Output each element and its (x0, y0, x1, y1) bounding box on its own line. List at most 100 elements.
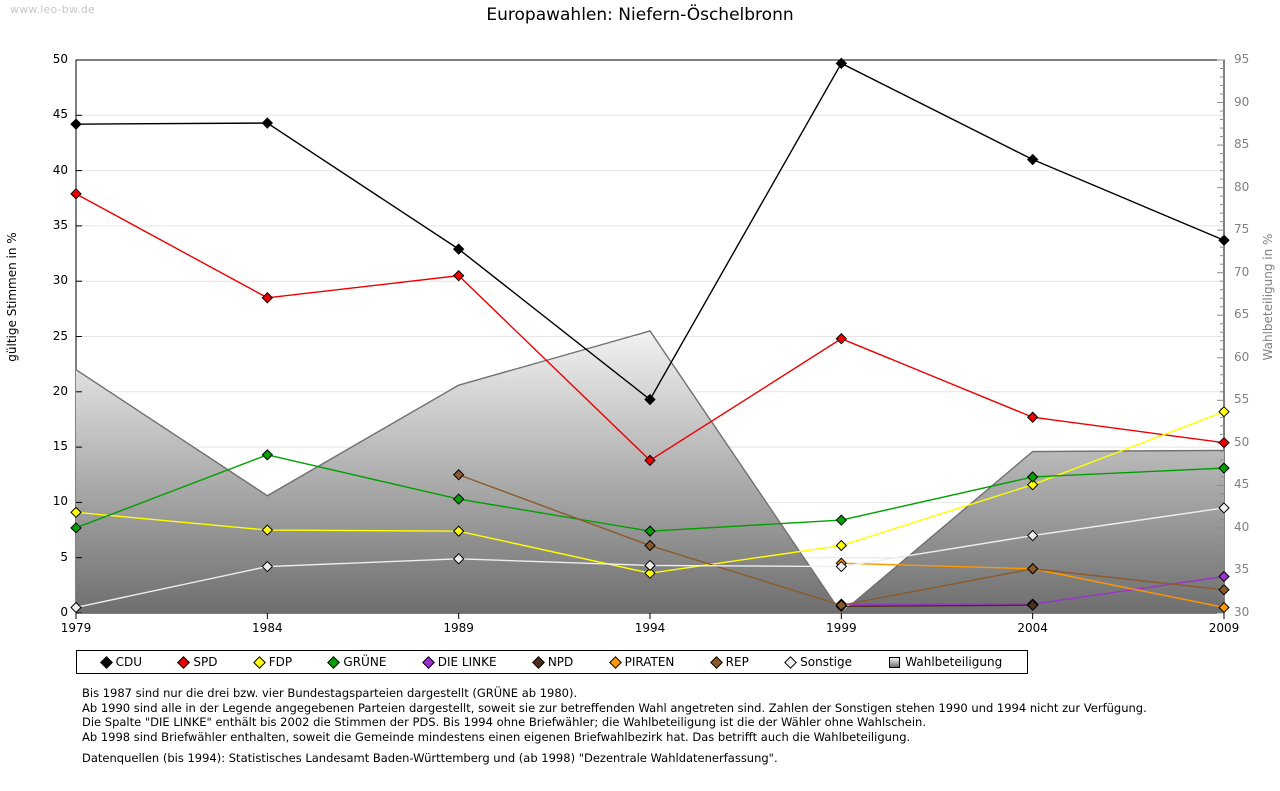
data-point[interactable] (70, 522, 82, 534)
data-point[interactable] (644, 525, 656, 537)
series-rep (452, 469, 1230, 611)
series-cdu (70, 57, 1230, 406)
data-point[interactable] (644, 567, 656, 579)
legend-item-cdu[interactable]: CDU (99, 655, 143, 669)
footnotes: Bis 1987 sind nur die drei bzw. vier Bun… (82, 686, 1147, 744)
data-point[interactable] (1026, 529, 1039, 542)
data-point[interactable] (1026, 411, 1039, 423)
legend-item-label: Sonstige (800, 655, 852, 669)
footnote-line: Ab 1998 sind Briefwähler enthalten, sowe… (82, 729, 911, 744)
y-axis-left-tick-label: 25 (52, 328, 68, 343)
legend-item-grüne[interactable]: GRÜNE (327, 655, 387, 669)
data-point[interactable] (835, 560, 848, 573)
y-axis-right-tick-label: 90 (1234, 94, 1250, 109)
legend-diamond-icon (99, 655, 113, 669)
y-axis-right-tick-label: 55 (1234, 392, 1250, 407)
legend-diamond-icon (784, 655, 797, 669)
y-axis-left-tick-label: 40 (52, 162, 68, 177)
legend-item-die-linke[interactable]: DIE LINKE (421, 655, 497, 669)
y-axis-right-tick-label: 40 (1234, 519, 1250, 534)
legend-item-label: REP (725, 655, 749, 669)
data-point[interactable] (644, 559, 656, 572)
legend-item-label: GRÜNE (343, 655, 387, 669)
x-axis-tick-label: 1979 (60, 621, 92, 635)
data-point[interactable] (1218, 462, 1230, 474)
data-point[interactable] (1218, 406, 1230, 418)
data-point[interactable] (452, 243, 465, 255)
x-axis-tick-label: 2009 (1208, 621, 1240, 635)
data-point[interactable] (644, 454, 656, 467)
data-point[interactable] (452, 469, 465, 481)
legend-item-fdp[interactable]: FDP (252, 655, 293, 669)
data-point[interactable] (70, 118, 82, 130)
data-point[interactable] (70, 506, 82, 519)
y-axis-left-tick-label: 0 (60, 605, 68, 619)
data-point[interactable] (1026, 153, 1039, 166)
x-axis-tick-label: 1994 (634, 621, 666, 635)
data-point[interactable] (1218, 436, 1230, 449)
data-point[interactable] (452, 525, 465, 537)
series-fdp (70, 406, 1230, 579)
legend-item-label: CDU (115, 655, 143, 669)
series-line (841, 604, 1033, 608)
y-axis-right-tick-label: 35 (1234, 562, 1250, 577)
data-point[interactable] (644, 393, 656, 406)
legend-diamond-icon (709, 655, 723, 669)
y-axis-left-tick-label: 30 (52, 273, 68, 288)
y-axis-right-tick-label: 75 (1234, 222, 1250, 237)
y-axis-left-tick-label: 50 (52, 52, 68, 66)
legend-item-rep[interactable]: REP (709, 655, 749, 669)
data-point[interactable] (1218, 570, 1230, 583)
data-point[interactable] (835, 514, 848, 526)
footnote-line: Die Spalte "DIE LINKE" enthält bis 2002 … (82, 715, 926, 729)
legend-item-label: SPD (193, 655, 218, 669)
y-axis-right-tick-label: 70 (1234, 264, 1250, 279)
data-point[interactable] (261, 560, 274, 573)
y-axis-left-tick-label: 10 (52, 494, 68, 509)
data-point[interactable] (1218, 502, 1230, 514)
data-point[interactable] (1026, 471, 1039, 483)
data-point[interactable] (1026, 563, 1039, 575)
x-axis-tick-label: 2004 (1017, 621, 1048, 635)
chart-legend[interactable]: CDU SPD FDP GRÜNE DIE LINKE NPD PIRATEN REP Sons… (76, 650, 1028, 674)
data-point[interactable] (1218, 584, 1230, 596)
legend-box-icon (889, 656, 901, 668)
data-point[interactable] (452, 269, 465, 282)
data-point[interactable] (261, 117, 274, 129)
legend-item-label: Wahlbeteiligung (905, 655, 1003, 669)
data-point[interactable] (452, 553, 465, 565)
legend-item-wahlbeteiligung[interactable]: Wahlbeteiligung (889, 655, 1002, 669)
data-point[interactable] (70, 188, 82, 200)
legend-diamond-icon (421, 655, 435, 669)
data-point[interactable] (835, 599, 848, 611)
y-axis-right-tick-label: 80 (1234, 179, 1250, 194)
legend-item-sonstige[interactable]: Sonstige (784, 655, 852, 669)
data-point[interactable] (452, 493, 465, 505)
data-point[interactable] (1218, 234, 1230, 246)
legend-item-npd[interactable]: NPD (531, 655, 573, 669)
wahlbeteiligung-area-fill (76, 330, 1224, 613)
legend-item-piraten[interactable]: PIRATEN (608, 655, 675, 669)
legend-item-spd[interactable]: SPD (177, 655, 218, 669)
data-point[interactable] (835, 539, 848, 552)
data-point[interactable] (261, 449, 274, 461)
legend-diamond-icon (252, 655, 266, 669)
data-point[interactable] (1026, 478, 1039, 491)
x-axis-tick-label: 1989 (443, 621, 474, 635)
data-point[interactable] (835, 333, 848, 345)
legend-item-label: DIE LINKE (437, 655, 497, 669)
data-point[interactable] (835, 57, 848, 70)
y-axis-right-tick-label: 95 (1234, 52, 1250, 66)
y-axis-left-tick-label: 35 (52, 217, 68, 232)
data-point[interactable] (70, 601, 82, 614)
data-point[interactable] (261, 524, 274, 536)
legend-item-label: FDP (268, 655, 293, 669)
legend-item-label: PIRATEN (624, 655, 675, 669)
data-point[interactable] (261, 292, 274, 304)
data-point[interactable] (644, 539, 656, 552)
legend-diamond-icon (177, 655, 191, 669)
data-point[interactable] (1026, 599, 1039, 611)
data-point[interactable] (1218, 601, 1230, 614)
